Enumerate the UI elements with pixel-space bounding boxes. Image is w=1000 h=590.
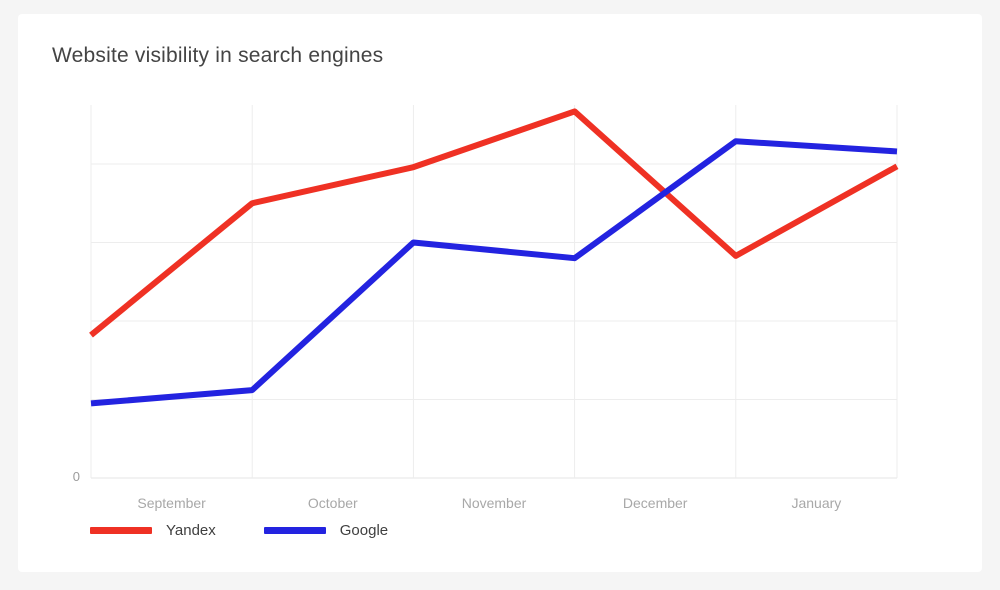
legend-label: Yandex <box>166 522 216 539</box>
legend-item-google[interactable]: Google <box>263 522 389 539</box>
x-axis-tick-november: November <box>461 495 527 511</box>
x-axis-tick-october: October <box>307 495 358 511</box>
x-axis-tick-december: December <box>622 495 688 511</box>
y-axis-tick-0: 0 <box>72 469 80 484</box>
x-axis-tick-january: January <box>791 495 842 511</box>
series-line-google <box>90 138 898 407</box>
series-line-yandex <box>89 108 899 338</box>
gridlines-group <box>90 105 898 479</box>
chart-plot-area: 0 September October November December Januar… <box>18 14 982 572</box>
legend-item-yandex[interactable]: Yandex <box>90 522 216 539</box>
chart-legend: Yandex Google <box>90 522 388 539</box>
page-title: Website visibility in search engines <box>52 44 384 67</box>
chart-card: Website visibility in search engines 0 S… <box>18 14 982 572</box>
legend-swatch-google <box>263 527 326 534</box>
x-axis-tick-september: September <box>137 495 206 511</box>
line-chart-svg <box>89 105 899 479</box>
series-group <box>89 108 899 407</box>
legend-swatch-yandex <box>90 527 152 534</box>
legend-label: Google <box>339 522 389 539</box>
